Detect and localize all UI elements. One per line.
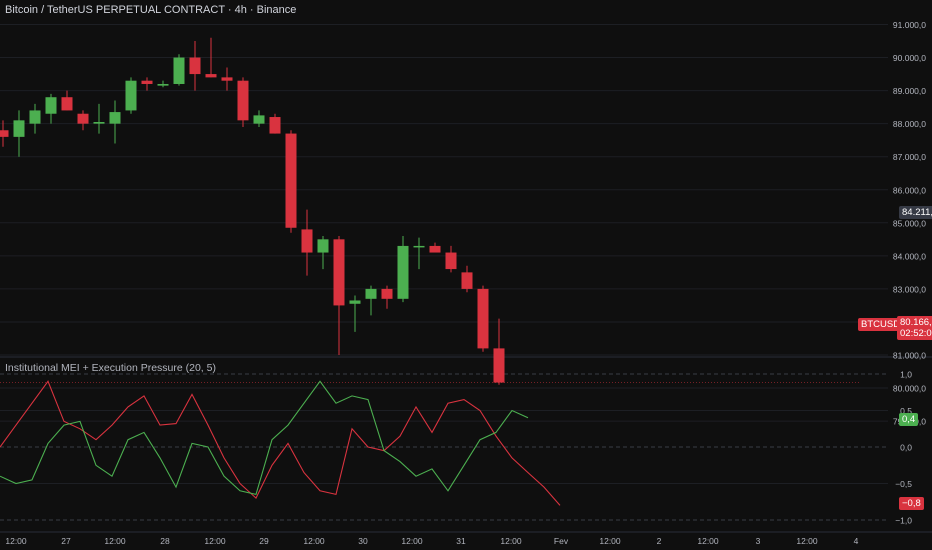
green-series-line [0,380,529,496]
candle [349,295,361,332]
time-tick-label: 12:00 [697,536,719,546]
candle [333,236,345,355]
time-tick-label: 12:00 [401,536,423,546]
price-tick-label: 90.000,0 [893,53,926,63]
time-tick-label: 12:00 [599,536,621,546]
candle [157,80,169,88]
green-value-badge: 0,4 [899,413,919,426]
indicator-tick-label: 0,0 [900,443,912,453]
time-tick-label: 12:00 [104,536,126,546]
indicator-tick-label: −1,0 [895,516,912,526]
candle [445,245,457,273]
price-tick-label: 89.000,0 [893,86,926,96]
candle [317,236,329,270]
time-tick-label: Fev [554,536,569,546]
price-tick-label: 83.000,0 [893,284,926,294]
candle [301,209,313,276]
price-tick-label: 91.000,0 [893,20,926,30]
indicator-axis[interactable]: 1,0 0,5 0,0 −0,5 −1,0 [895,370,912,526]
red-series-line [0,380,561,506]
time-tick-label: 30 [358,536,368,546]
candle [381,285,393,309]
candle [285,130,297,233]
price-tick-label: 87.000,0 [893,152,926,162]
candle [477,285,489,352]
candle [205,37,217,78]
price-tick-label: 81.000,0 [893,351,926,361]
candle [141,77,153,91]
candle [461,265,473,293]
candle [365,285,377,316]
time-tick-label: 4 [854,536,859,546]
candle [93,103,105,134]
indicator-lines [0,380,561,506]
candle [45,93,57,124]
time-tick-label: 12:00 [303,536,325,546]
candle [221,67,233,91]
time-tick-label: 12:00 [204,536,226,546]
candlestick-series [0,37,505,385]
indicator-tick-label: 1,0 [900,370,912,380]
time-tick-label: 2 [657,536,662,546]
ref-price-badge: 84.211,4 [899,206,932,219]
price-tick-label: 80.000,0 [893,384,926,394]
candle [189,41,201,91]
time-tick-label: 12:00 [5,536,27,546]
price-tick-label: 84.000,0 [893,251,926,261]
indicator-title[interactable]: Institutional MEI + Execution Pressure (… [5,362,216,374]
candle [397,236,409,303]
indicator-tick-label: −0,5 [895,479,912,489]
candle [413,237,425,270]
candle [0,120,9,147]
candle [77,110,89,131]
candle [125,77,137,114]
time-axis[interactable]: 12:00 27 12:00 28 12:00 29 12:00 30 12:00 31 12:00… [5,536,858,546]
price-axis[interactable]: 79.000,080.000,081.000,082.000,083.000,0… [893,20,926,427]
price-tick-label: 86.000,0 [893,185,926,195]
candle [173,54,185,86]
countdown-badge: 02:52:06 [897,327,932,340]
indicator-tick-label: 0,5 [900,406,912,416]
time-tick-label: 27 [61,536,71,546]
candle [61,90,73,111]
candle [493,318,505,385]
time-tick-label: 3 [756,536,761,546]
candle [237,77,249,127]
last-price-badge: 80.166,4 [897,316,932,329]
chart-title: Bitcoin / TetherUS PERPETUAL CONTRACT · … [5,4,297,16]
time-tick-label: 29 [259,536,269,546]
price-tick-label: 88.000,0 [893,119,926,129]
time-tick-label: 31 [456,536,466,546]
red-value-badge: −0,8 [899,497,924,510]
candle [109,100,121,144]
candle [269,113,281,134]
candle [29,103,41,134]
time-tick-label: 12:00 [500,536,522,546]
time-tick-label: 28 [160,536,170,546]
candle [253,110,265,127]
price-tick-label: 85.000,0 [893,218,926,228]
candle [13,110,25,157]
time-tick-label: 12:00 [796,536,818,546]
candle [429,242,441,253]
